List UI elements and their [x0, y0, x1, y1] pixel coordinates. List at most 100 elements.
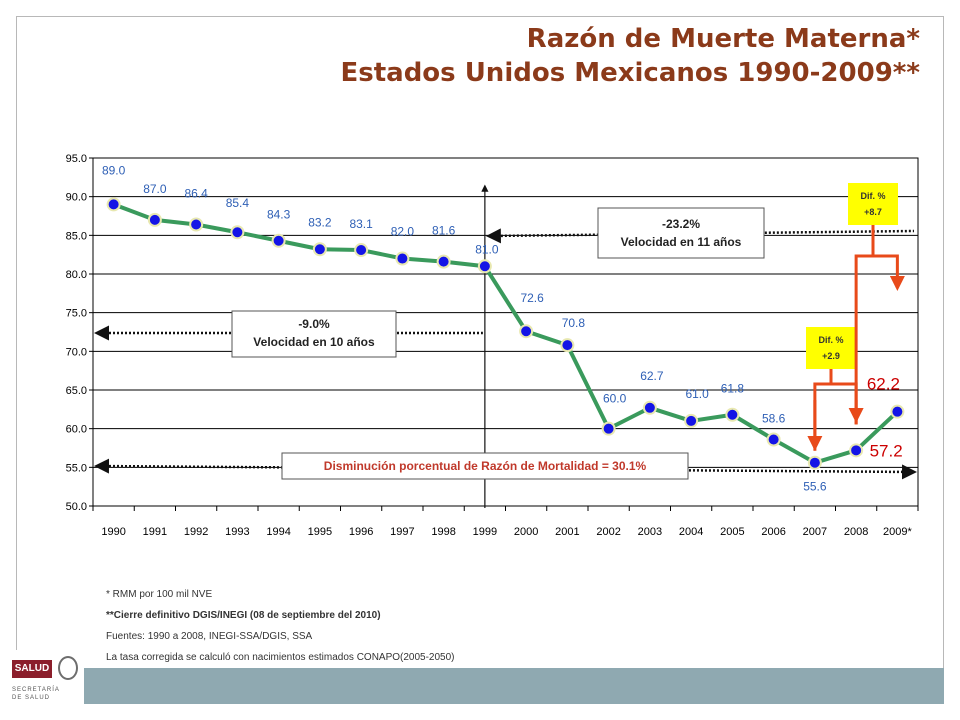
data-label: 86.4 [184, 187, 208, 201]
data-label: 61.8 [721, 382, 745, 396]
x-tick-label: 1993 [225, 526, 249, 538]
data-label: 72.6 [520, 291, 544, 305]
x-tick-label: 1992 [184, 526, 208, 538]
page-title: Razón de Muerte Materna* Estados Unidos … [340, 22, 920, 90]
dif-callout-2009-value: +8.7 [864, 207, 882, 217]
x-tick-label: 1990 [101, 526, 125, 538]
data-point [147, 212, 162, 227]
total-decrease-text: Disminución porcentual de Razón de Morta… [324, 459, 647, 473]
y-tick-label: 85.0 [66, 230, 87, 242]
dif-bracket-2008-2009 [854, 254, 905, 425]
x-tick-label: 1998 [431, 526, 455, 538]
x-tick-label: 2004 [679, 526, 703, 538]
data-label: 83.1 [349, 217, 373, 231]
data-label: 85.4 [226, 196, 250, 210]
data-point [106, 197, 121, 212]
x-tick-label: 2006 [761, 526, 785, 538]
data-label: 61.0 [685, 387, 709, 401]
y-tick-label: 80.0 [66, 269, 87, 281]
data-label: 82.0 [391, 225, 415, 239]
title-line-2: Estados Unidos Mexicanos 1990-2009** [340, 58, 920, 88]
velocity-11-text: Velocidad en 11 años [621, 235, 742, 249]
data-point [684, 413, 699, 428]
logo-sub-1: SECRETARÍA [12, 687, 60, 693]
logo-sub-2: DE SALUD [12, 695, 51, 701]
footnotes: * RMM por 100 mil NVE **Cierre definitiv… [106, 584, 455, 668]
data-point [230, 225, 245, 240]
footnote-4: La tasa corregida se calculó con nacimie… [106, 652, 455, 663]
y-tick-label: 55.0 [66, 462, 87, 474]
y-tick-label: 90.0 [66, 192, 87, 204]
dif-bracket-2007-2008 [813, 382, 858, 451]
data-label: 84.3 [267, 208, 291, 222]
x-tick-label: 1996 [349, 526, 373, 538]
x-tick-label: 2005 [720, 526, 744, 538]
data-label: 89.0 [102, 163, 126, 177]
data-point [312, 242, 327, 257]
data-point [560, 338, 575, 353]
footnote-1: * RMM por 100 mil NVE [106, 589, 213, 600]
footnote-3: Fuentes: 1990 a 2008, INEGI-SSA/DGIS, SS… [106, 631, 313, 642]
data-point [890, 404, 905, 419]
x-tick-label: 2000 [514, 526, 538, 538]
data-point [642, 400, 657, 415]
data-point [766, 432, 781, 447]
dif-callout-2008 [806, 327, 856, 369]
x-tick-label: 1991 [143, 526, 167, 538]
data-point [807, 455, 822, 470]
data-point [271, 233, 286, 248]
data-label: 55.6 [803, 480, 827, 494]
y-tick-label: 75.0 [66, 308, 87, 320]
footnote-2: **Cierre definitivo DGIS/INEGI (08 de se… [106, 610, 381, 621]
data-label: 60.0 [603, 392, 627, 406]
y-tick-label: 95.0 [66, 153, 87, 165]
velocity-10-text: Velocidad en 10 años [253, 335, 375, 349]
data-point [354, 243, 369, 258]
data-label: 70.8 [562, 316, 586, 330]
data-point [395, 251, 410, 266]
x-tick-label: 2003 [638, 526, 662, 538]
y-tick-label: 70.0 [66, 346, 87, 358]
x-tick-label: 1999 [473, 526, 497, 538]
total-decrease-box [281, 452, 689, 480]
data-point [725, 407, 740, 422]
data-label: 81.6 [432, 224, 456, 238]
x-tick-label: 2007 [803, 526, 827, 538]
velocity-10-box [231, 310, 397, 358]
title-line-1: Razón de Muerte Materna* [526, 24, 920, 54]
series-line [112, 202, 899, 465]
y-tick-label: 60.0 [66, 424, 87, 436]
data-point [849, 443, 864, 458]
data-point [189, 217, 204, 232]
data-point [477, 259, 492, 274]
data-label: 81.0 [475, 242, 499, 256]
y-tick-label: 50.0 [66, 501, 87, 513]
data-point [436, 254, 451, 269]
logo-subtitle: SECRETARÍA DE SALUD [12, 686, 60, 702]
dif-callout-2009 [848, 183, 898, 225]
footer-bar [84, 668, 944, 704]
dif-callout-2008-value: +2.9 [822, 351, 840, 361]
x-tick-label: 2002 [596, 526, 620, 538]
data-label-highlight: 57.2 [870, 441, 903, 460]
x-tick-label: 1994 [266, 526, 290, 538]
data-point [601, 421, 616, 436]
velocity-10-pct: -9.0% [298, 317, 330, 331]
x-tick-label: 1997 [390, 526, 414, 538]
data-label: 62.7 [640, 369, 664, 383]
y-tick-label: 65.0 [66, 385, 87, 397]
seal-icon [58, 656, 78, 680]
x-tick-label: 1995 [308, 526, 332, 538]
x-tick-label: 2008 [844, 526, 868, 538]
dif-callout-2009-title: Dif. % [860, 191, 885, 201]
salud-logo: SALUD [12, 660, 52, 678]
velocity-11-box [597, 207, 765, 259]
velocity-11-pct: -23.2% [662, 217, 700, 231]
data-label: 83.2 [308, 215, 332, 229]
data-label: 87.0 [143, 182, 167, 196]
data-label: 58.6 [762, 411, 786, 425]
x-tick-label: 2009* [883, 526, 912, 538]
x-tick-label: 2001 [555, 526, 579, 538]
data-point [519, 324, 534, 339]
